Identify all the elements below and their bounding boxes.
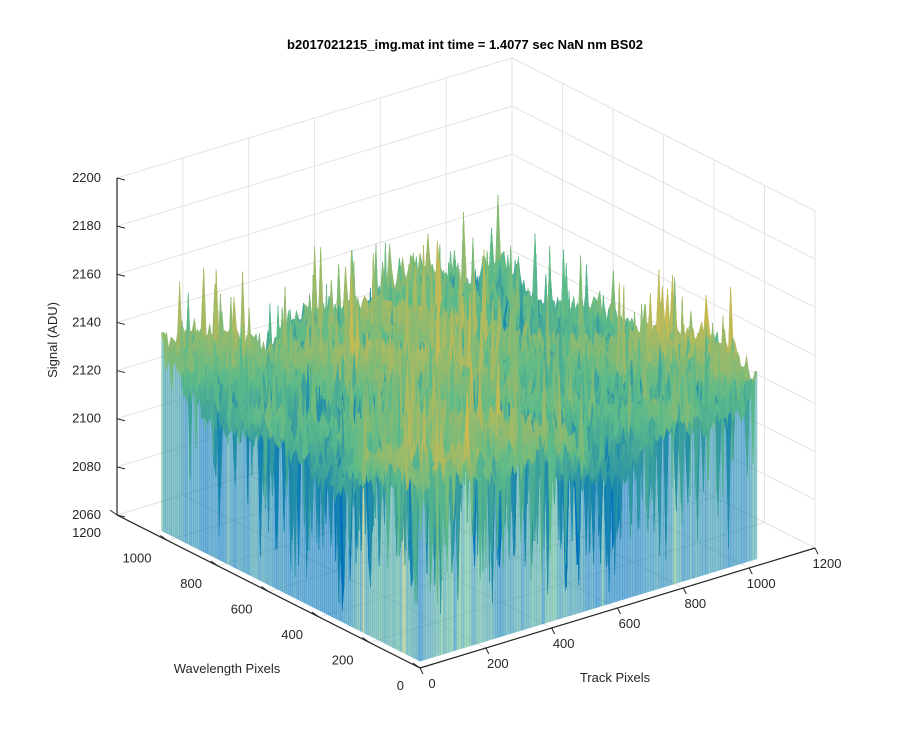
surface-skirt [181,371,184,543]
surface-skirt [738,413,742,565]
surface-skirt [222,417,226,564]
surface-skirt [183,371,186,544]
grid-line [511,153,816,308]
grid-line [116,105,513,227]
surface-skirt [173,355,176,539]
surface-skirt [175,356,178,540]
surface-skirt [754,371,758,560]
surface-skirt [710,411,714,574]
surface-skirt [165,362,168,535]
grid-line [511,57,816,212]
surface-skirt [179,360,182,542]
surface-skirt [741,414,745,564]
surface-skirt [161,332,164,533]
surface-skirt [197,384,200,551]
surface-skirt [736,405,740,566]
surface-skirt [201,408,204,553]
surface-skirt [624,466,628,600]
surface-skirt [300,454,303,603]
grid-line [511,105,816,260]
surface-skirt [185,387,188,545]
surface-skirt [177,360,180,541]
surface-skirt [204,414,208,555]
surface-skirt [167,355,170,536]
surface-skirt [422,483,426,661]
grid-line [116,153,513,275]
surface [161,195,758,662]
grid-line [511,201,816,356]
surface-skirt [206,417,210,556]
surface-skirt [224,416,228,565]
surface-skirt [203,408,206,554]
grid-line [116,57,513,179]
